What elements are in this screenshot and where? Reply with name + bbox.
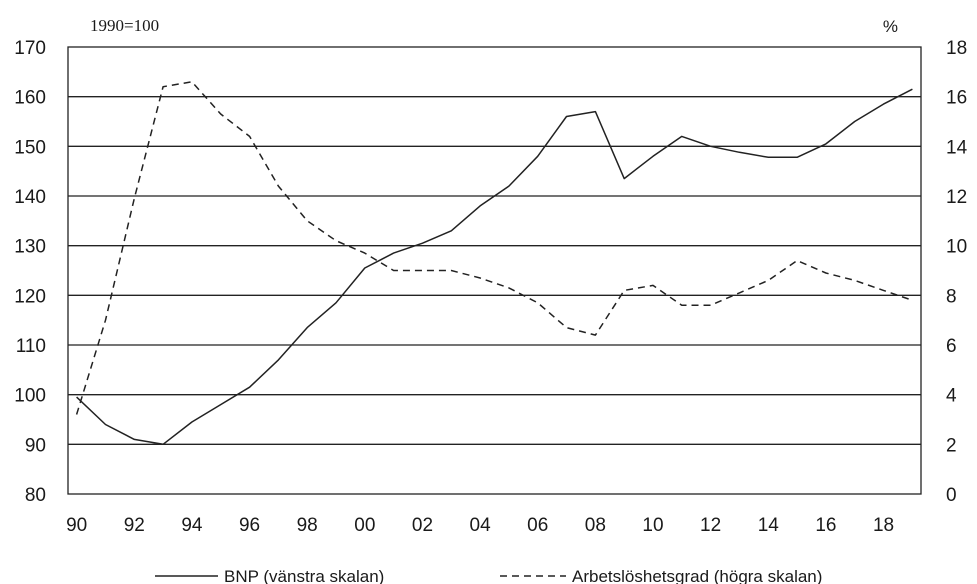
plot-frame xyxy=(67,46,922,495)
left-axis-tick-labels: 80 90 100 110 120 130 140 150 160 170 xyxy=(14,38,46,506)
x-tick-label: 96 xyxy=(239,515,260,536)
right-tick-label: 0 xyxy=(946,485,957,506)
left-tick-label: 140 xyxy=(14,187,46,208)
series-line-bnp xyxy=(76,88,913,446)
x-tick-label: 02 xyxy=(412,515,433,536)
series-lines xyxy=(75,81,913,446)
left-tick-label: 80 xyxy=(25,485,46,506)
left-tick-label: 170 xyxy=(14,38,46,59)
x-tick-label: 06 xyxy=(527,515,548,536)
legend-label-unemployment: Arbetslöshetsgrad (högra skalan) xyxy=(572,567,822,584)
right-tick-label: 6 xyxy=(946,336,957,357)
left-tick-label: 160 xyxy=(14,88,46,109)
x-tick-label: 90 xyxy=(66,515,87,536)
right-tick-label: 10 xyxy=(946,237,967,258)
x-tick-label: 08 xyxy=(585,515,606,536)
left-tick-label: 100 xyxy=(14,386,46,407)
right-axis-tick-labels: 0 2 4 6 8 10 12 14 16 18 xyxy=(946,38,968,506)
x-tick-label: 18 xyxy=(873,515,894,536)
left-tick-label: 90 xyxy=(25,435,46,456)
x-axis-tick-labels: 90 92 94 96 98 00 02 04 06 08 10 12 14 16 18 xyxy=(66,515,894,536)
right-tick-label: 8 xyxy=(946,286,957,307)
x-tick-label: 04 xyxy=(470,515,492,536)
legend-label-bnp: BNP (vänstra skalan) xyxy=(224,567,384,584)
x-tick-label: 14 xyxy=(758,515,780,536)
right-tick-label: 14 xyxy=(946,137,968,158)
legend: BNP (vänstra skalan) Arbetslöshetsgrad (… xyxy=(155,567,822,584)
x-tick-label: 00 xyxy=(354,515,375,536)
left-tick-label: 120 xyxy=(14,286,46,307)
left-tick-label: 150 xyxy=(14,137,46,158)
x-tick-label: 92 xyxy=(124,515,145,536)
right-tick-label: 12 xyxy=(946,187,967,208)
series-line-unemployment xyxy=(75,81,913,415)
left-tick-label: 110 xyxy=(16,336,46,357)
right-axis-caption: % xyxy=(883,17,898,36)
x-tick-label: 16 xyxy=(815,515,836,536)
left-tick-label: 130 xyxy=(14,237,46,258)
right-tick-label: 2 xyxy=(946,435,957,456)
x-tick-label: 94 xyxy=(181,515,203,536)
right-tick-label: 16 xyxy=(946,88,967,109)
right-tick-label: 18 xyxy=(946,38,967,59)
right-tick-label: 4 xyxy=(946,386,957,407)
x-tick-label: 98 xyxy=(297,515,318,536)
x-tick-label: 12 xyxy=(700,515,721,536)
x-tick-label: 10 xyxy=(642,515,663,536)
left-axis-caption: 1990=100 xyxy=(90,16,159,35)
gridlines xyxy=(68,96,921,445)
